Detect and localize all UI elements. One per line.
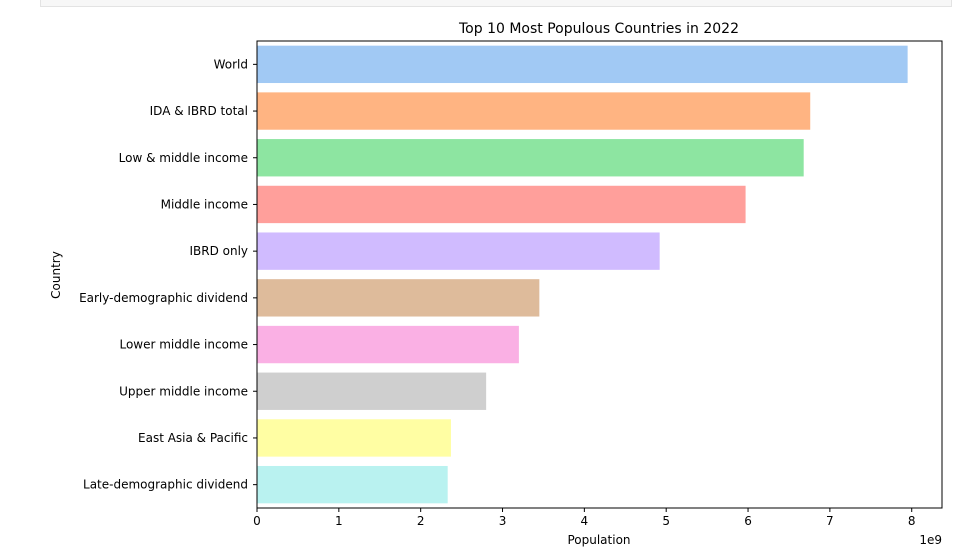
x-tick-label: 6	[744, 514, 752, 528]
y-tick-label: Early-demographic dividend	[79, 291, 248, 305]
y-tick-label: Late-demographic dividend	[83, 478, 248, 492]
bar	[257, 325, 519, 364]
y-tick-label: Low & middle income	[119, 151, 248, 165]
x-tick-label: 0	[253, 514, 261, 528]
x-tick-label: 8	[908, 514, 916, 528]
y-tick-label: Upper middle income	[119, 384, 248, 398]
chart-title: Top 10 Most Populous Countries in 2022	[458, 21, 739, 37]
bar	[257, 279, 540, 317]
x-axis-ticks: 0 1 2 3 4 5 6 7 8	[253, 508, 916, 528]
y-tick-label: World	[214, 57, 248, 71]
plot-area-frame	[256, 40, 943, 509]
y-tick-label: IBRD only	[189, 244, 248, 258]
x-axis-label: Population	[567, 533, 630, 547]
x-tick-label: 3	[499, 514, 507, 528]
bar	[257, 372, 487, 410]
y-tick-label: IDA & IBRD total	[150, 104, 248, 118]
x-tick-label: 2	[417, 514, 425, 528]
bar	[257, 419, 451, 457]
bar	[257, 92, 811, 130]
y-tick-label: Middle income	[161, 197, 248, 211]
y-axis-label: Country	[49, 251, 63, 299]
x-tick-label: 4	[581, 514, 589, 528]
bars-group	[257, 45, 908, 504]
y-tick-label: East Asia & Pacific	[138, 431, 248, 445]
y-tick-label: Lower middle income	[119, 338, 248, 352]
x-tick-label: 5	[662, 514, 670, 528]
y-axis-ticks: World IDA & IBRD total Low & middle income…	[79, 57, 257, 492]
bar	[257, 45, 908, 84]
bar	[257, 465, 448, 504]
bar	[257, 139, 804, 177]
previous-cell-output-strip	[40, 0, 952, 7]
bar	[257, 185, 746, 224]
bar	[257, 232, 660, 270]
x-tick-label: 1	[335, 514, 343, 528]
x-tick-label: 7	[826, 514, 834, 528]
x-axis-scale-label: 1e9	[919, 533, 942, 547]
